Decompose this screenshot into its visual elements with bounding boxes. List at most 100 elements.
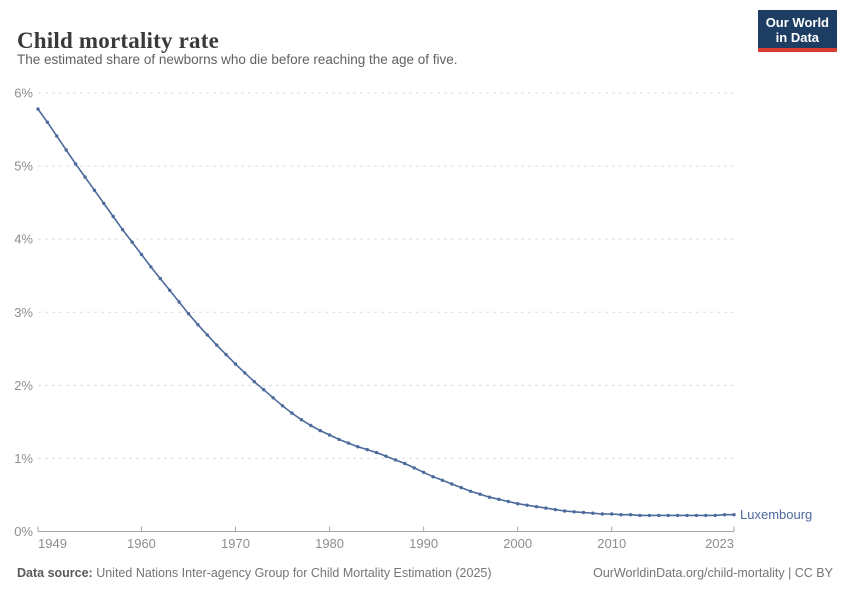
data-point-2002[interactable]	[534, 505, 539, 509]
data-point-1984[interactable]	[365, 447, 369, 452]
data-point-2001[interactable]	[525, 503, 529, 507]
y-tick-label-0pct: 0%	[14, 524, 33, 539]
data-point-1991[interactable]	[431, 475, 435, 479]
data-source-text: United Nations Inter-agency Group for Ch…	[92, 566, 492, 580]
data-point-1956[interactable]	[102, 201, 106, 206]
data-source: Data source: United Nations Inter-agency…	[17, 566, 492, 580]
x-tick-label-1970: 1970	[221, 536, 250, 551]
page-title: Child mortality rate	[17, 28, 220, 54]
data-point-1997[interactable]	[487, 495, 492, 499]
data-point-1955[interactable]	[92, 188, 97, 192]
data-point-1985[interactable]	[374, 450, 379, 455]
data-point-1980[interactable]	[327, 433, 332, 437]
data-point-2011[interactable]	[619, 513, 623, 517]
data-point-2007[interactable]	[581, 510, 586, 515]
chart-footer: Data source: United Nations Inter-agency…	[17, 566, 833, 580]
data-point-1990[interactable]	[421, 470, 426, 474]
x-tick-label-2000: 2000	[503, 536, 532, 551]
data-point-1965[interactable]	[186, 312, 191, 316]
data-point-1973[interactable]	[262, 388, 266, 392]
data-line[interactable]	[37, 108, 734, 517]
series-end-label[interactable]: Luxembourg	[740, 507, 812, 522]
data-point-1995[interactable]	[468, 489, 473, 493]
data-point-1957[interactable]	[111, 214, 115, 219]
data-point-2000[interactable]	[516, 502, 520, 506]
data-point-2008[interactable]	[591, 511, 595, 515]
x-tick-label-2023: 2023	[705, 536, 734, 551]
data-point-1969[interactable]	[224, 352, 228, 357]
data-point-1966[interactable]	[196, 323, 200, 327]
data-point-2013[interactable]	[638, 513, 642, 518]
x-tick-label-1949: 1949	[38, 536, 67, 551]
data-point-2017[interactable]	[675, 513, 680, 518]
data-point-1979[interactable]	[318, 428, 322, 433]
data-point-1988[interactable]	[403, 461, 407, 466]
data-point-2016[interactable]	[666, 513, 670, 518]
data-point-1998[interactable]	[497, 497, 501, 501]
data-point-1961[interactable]	[149, 265, 153, 269]
y-tick-label-4pct: 4%	[14, 232, 33, 247]
data-point-2014[interactable]	[647, 513, 652, 518]
x-tick-label-1980: 1980	[315, 536, 344, 551]
data-point-1949[interactable]	[36, 107, 40, 111]
data-point-1978[interactable]	[309, 423, 313, 428]
data-point-1986[interactable]	[384, 454, 388, 458]
data-point-1981[interactable]	[337, 437, 341, 442]
data-point-2005[interactable]	[563, 509, 567, 513]
data-point-1992[interactable]	[440, 478, 445, 482]
data-point-1958[interactable]	[120, 228, 125, 232]
data-point-1993[interactable]	[450, 482, 454, 486]
data-point-1962[interactable]	[158, 276, 162, 281]
data-point-1989[interactable]	[412, 466, 416, 470]
data-point-1960[interactable]	[139, 252, 144, 257]
owid-logo-line2: in Data	[775, 30, 820, 45]
data-point-1974[interactable]	[271, 396, 275, 400]
data-point-1999[interactable]	[506, 499, 510, 504]
data-point-1982[interactable]	[346, 441, 351, 445]
data-point-1975[interactable]	[280, 404, 285, 408]
y-tick-label-2pct: 2%	[14, 378, 33, 393]
data-point-1964[interactable]	[177, 300, 181, 304]
data-point-2022[interactable]	[722, 513, 727, 517]
data-point-1983[interactable]	[356, 445, 360, 449]
data-point-1952[interactable]	[64, 148, 68, 152]
data-point-1959[interactable]	[130, 240, 134, 244]
data-point-1987[interactable]	[393, 458, 398, 462]
x-tick-label-2010: 2010	[597, 536, 626, 551]
data-point-2006[interactable]	[572, 510, 576, 514]
data-point-1977[interactable]	[299, 418, 304, 422]
data-point-2010[interactable]	[610, 512, 614, 516]
data-point-2020[interactable]	[704, 513, 708, 518]
chart-subtitle: The estimated share of newborns who die …	[17, 52, 458, 67]
x-tick-label-1990: 1990	[409, 536, 438, 551]
attribution-link[interactable]: OurWorldinData.org/child-mortality | CC …	[593, 566, 833, 580]
data-point-2003[interactable]	[544, 506, 548, 510]
data-point-1953[interactable]	[73, 162, 78, 166]
y-tick-label-3pct: 3%	[14, 305, 33, 320]
owid-logo[interactable]: Our World in Data	[757, 10, 837, 52]
data-source-label: Data source:	[17, 566, 93, 580]
data-point-1954[interactable]	[83, 175, 87, 179]
data-point-1994[interactable]	[459, 485, 463, 490]
data-series-luxembourg[interactable]: Luxembourg	[36, 107, 812, 522]
data-point-1996[interactable]	[478, 492, 482, 496]
data-point-2004[interactable]	[553, 507, 557, 512]
y-tick-label-5pct: 5%	[14, 159, 33, 174]
data-point-1967[interactable]	[205, 333, 209, 337]
data-point-2018[interactable]	[685, 513, 689, 518]
data-point-2015[interactable]	[657, 513, 661, 518]
data-point-2021[interactable]	[713, 513, 717, 518]
data-point-1972[interactable]	[252, 380, 256, 384]
data-point-1963[interactable]	[168, 288, 172, 292]
data-point-1976[interactable]	[290, 411, 294, 415]
data-point-1968[interactable]	[215, 343, 219, 347]
data-point-2009[interactable]	[600, 512, 604, 516]
data-point-1950[interactable]	[45, 120, 50, 124]
data-point-2019[interactable]	[694, 513, 699, 518]
data-point-2023[interactable]	[732, 513, 736, 517]
data-point-2012[interactable]	[628, 513, 633, 517]
data-point-1971[interactable]	[243, 371, 247, 375]
data-point-1951[interactable]	[55, 134, 59, 138]
data-point-1970[interactable]	[233, 362, 238, 366]
